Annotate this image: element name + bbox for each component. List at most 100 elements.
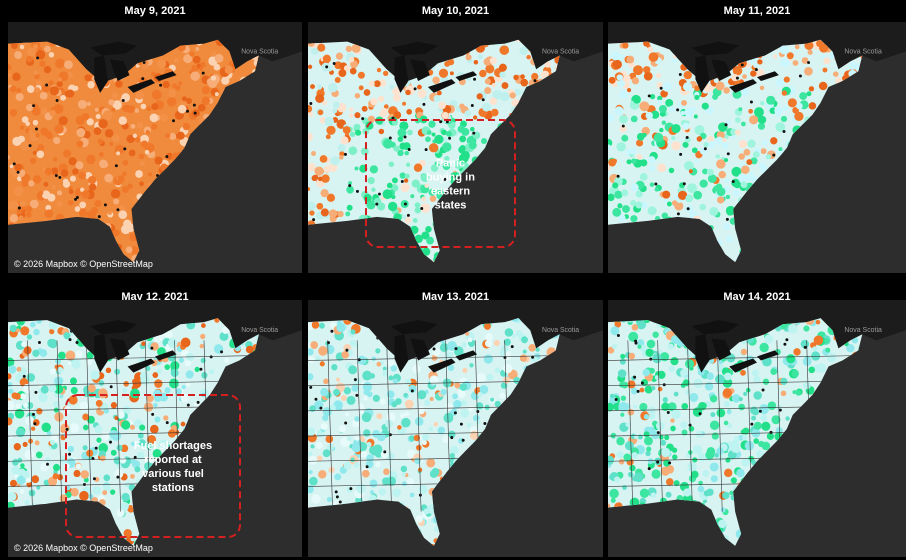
fuel-dot [308,485,314,494]
fuel-dot [112,100,122,110]
no-data-spot [82,483,86,487]
fuel-dot [80,470,89,479]
fuel-dot [778,147,783,152]
no-data-spot [448,136,452,140]
fuel-dot [349,107,354,112]
state-border [608,355,863,361]
great-lake [390,320,438,335]
fuel-dot [82,413,90,421]
fuel-dot [75,187,82,193]
fuel-dot [718,455,724,461]
fuel-dot [459,135,467,143]
fuel-dot [618,214,626,222]
state-border [8,355,259,361]
fuel-dot [482,102,491,112]
fuel-dot [609,488,619,499]
fuel-dot [759,342,769,353]
fuel-dot [659,127,664,133]
fuel-dot [415,444,422,451]
fuel-dot [626,88,632,93]
fuel-dot [164,364,170,370]
fuel-dot [811,351,821,361]
fuel-dot [639,402,648,412]
fuel-dot [17,457,23,463]
fuel-dot [14,408,25,419]
fuel-dot [377,95,385,103]
fuel-dot [98,443,109,453]
fuel-dot [646,339,656,349]
fuel-dot [214,53,224,63]
fuel-dot [181,384,186,389]
fuel-dot [102,110,113,121]
fuel-dot [479,384,489,395]
no-data-spot [335,495,339,499]
no-data-spot [17,206,21,210]
great-lake [427,358,456,373]
fuel-dot [389,84,395,90]
fuel-dot [808,366,816,374]
no-data-spot [37,341,41,345]
fuel-dot [357,71,365,79]
no-data-spot [391,116,395,120]
fuel-dot [684,359,695,369]
fuel-dot [648,156,656,164]
state-border [386,340,392,512]
fuel-dot [823,57,831,65]
fuel-dot [502,363,513,374]
no-data-spot [636,389,640,393]
no-data-spot [413,87,417,91]
fuel-dot [338,69,347,78]
no-data-spot [679,152,683,156]
fuel-dot [420,173,430,183]
fuel-dot [317,176,323,182]
canada [8,300,302,363]
fuel-dot [116,151,121,156]
fuel-dot [201,323,206,329]
fuel-dot [335,52,344,60]
fuel-dot [14,51,23,60]
fuel-dot [177,104,187,114]
fuel-dot [169,378,179,389]
fuel-dot [350,329,356,335]
fuel-dot [322,100,328,106]
fuel-dot [494,400,501,408]
fuel-dot [54,376,64,386]
fuel-dot [404,216,412,224]
fuel-dot [531,72,539,81]
fuel-dot [48,384,57,393]
fuel-dot [611,51,620,61]
fuel-dot [208,368,215,375]
fuel-dot [46,430,52,436]
fuel-dot [461,342,468,348]
fuel-dot [12,136,22,147]
fuel-dot [397,425,402,430]
no-data-spot [220,350,224,354]
fuel-dot [636,139,644,147]
fuel-dot [425,136,431,143]
no-data-spot [32,104,36,108]
fuel-dot [608,503,611,509]
fuel-dot [39,60,46,67]
fuel-dot [70,487,79,497]
fuel-dot [334,77,341,83]
fuel-dot [770,137,778,145]
fuel-dot [725,457,731,463]
fuel-dot [636,153,643,160]
fuel-dot [94,199,102,207]
fuel-dot [168,89,177,98]
fuel-dot [668,167,675,174]
canada [8,22,302,84]
no-data-spot [476,409,480,413]
fuel-dot [110,489,116,495]
no-data-spot [353,378,357,382]
no-data-spot [422,102,426,106]
fuel-dot [473,115,478,120]
fuel-dot [652,353,662,364]
fuel-dot [428,188,436,196]
fuel-dot [627,471,634,478]
fuel-dot [22,402,29,409]
no-data-spot [348,184,352,188]
fuel-dot [731,394,741,403]
fuel-dot [382,366,387,371]
